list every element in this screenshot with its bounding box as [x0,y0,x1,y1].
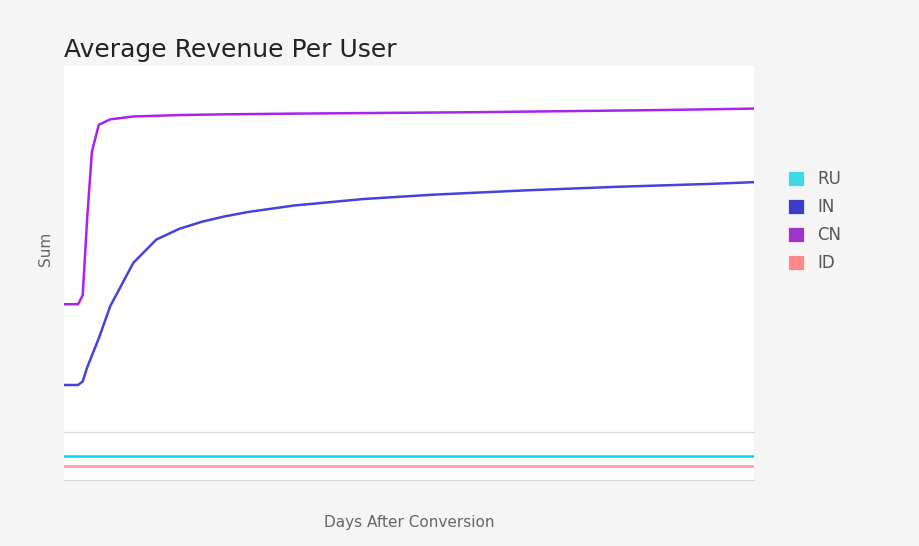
Y-axis label: Sum: Sum [39,232,53,266]
Text: Average Revenue Per User: Average Revenue Per User [64,38,397,62]
Text: Days After Conversion: Days After Conversion [323,515,494,530]
Legend: RU, IN, CN, ID: RU, IN, CN, ID [783,165,846,277]
